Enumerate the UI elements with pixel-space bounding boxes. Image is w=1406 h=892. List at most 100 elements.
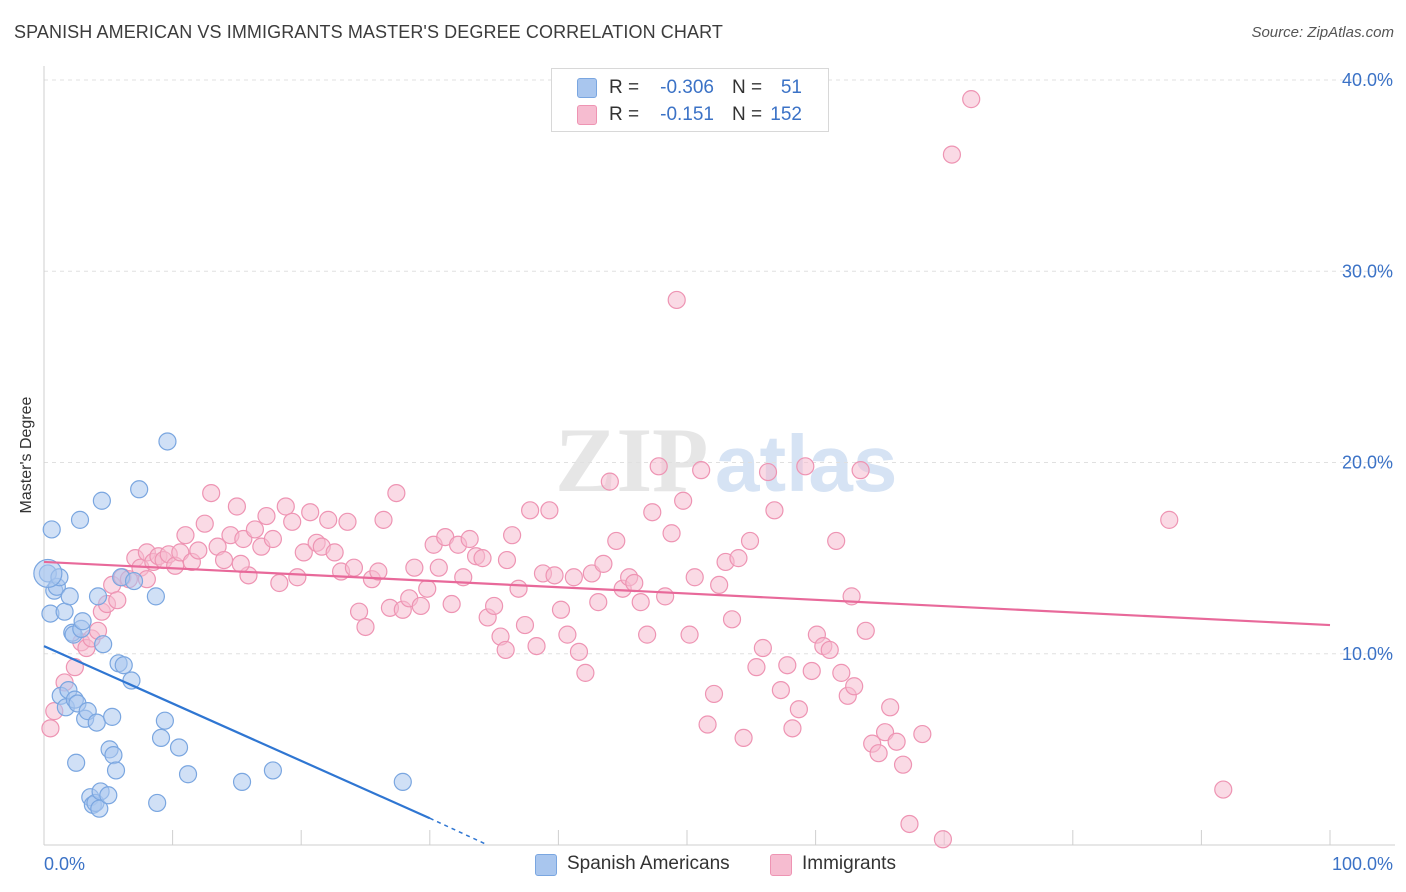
immigrants-point [551, 600, 571, 619]
immigrants-point [387, 484, 406, 503]
immigrants-point [856, 621, 875, 640]
immigrants-point [827, 531, 846, 551]
immigrants-point [176, 526, 195, 545]
spanish-americans-point [232, 772, 252, 791]
blue-swatch [577, 78, 597, 98]
immigrants-point [589, 593, 608, 612]
immigrants-point [740, 531, 760, 551]
immigrants-point [263, 529, 283, 549]
y-tick-label: 10.0% [1342, 644, 1393, 664]
immigrants-point [294, 543, 313, 562]
immigrants-point [600, 472, 619, 491]
immigrants-point [270, 573, 289, 593]
immigrants-point [783, 719, 802, 738]
immigrants-point [356, 617, 375, 637]
spanish-americans-point [158, 432, 177, 451]
blue-swatch [535, 854, 557, 876]
pink-swatch [577, 105, 597, 125]
spanish-americans-point [67, 753, 86, 772]
spanish-americans-point [393, 772, 412, 791]
immigrants-point [374, 510, 393, 529]
immigrants-point [65, 658, 84, 677]
immigrants-point [503, 526, 522, 545]
immigrants-point [485, 596, 504, 616]
y-tick-label: 30.0% [1342, 261, 1393, 281]
y-tick-label: 20.0% [1342, 453, 1393, 473]
immigrants-point [710, 575, 729, 595]
immigrants-point [851, 461, 870, 480]
immigrants-point [527, 636, 546, 656]
immigrants-point [41, 719, 60, 738]
spanish-americans-point [263, 761, 283, 780]
immigrants-point [202, 484, 221, 503]
immigrants-point [442, 594, 461, 614]
immigrants-point [496, 640, 515, 660]
spanish-americans-point [92, 491, 111, 510]
immigrants-point [698, 715, 717, 734]
spanish-americans-point [169, 738, 189, 757]
n-value: 51 [780, 77, 802, 98]
immigrants-point [189, 541, 208, 560]
spanish-americans-points [33, 432, 412, 818]
immigrants-point [108, 591, 127, 610]
spanish-americans-point [148, 793, 167, 813]
correlation-legend: R = -0.306 N = 51 R = -0.151 N = 152 [551, 68, 829, 132]
spanish-americans-point [124, 571, 144, 591]
immigrants-point [607, 531, 626, 551]
spanish-americans-point [155, 711, 174, 730]
immigrants-point [338, 512, 357, 531]
immigrants-point [747, 658, 766, 677]
immigrants-point [276, 497, 295, 516]
spanish-americans-point [94, 635, 113, 654]
n-label: N = [732, 77, 763, 98]
spanish-americans-point [178, 765, 198, 784]
tick-labels: 10.0% 20.0% 30.0% 40.0% 0.0% 100.0% [44, 70, 1393, 874]
r-value: -0.151 [660, 104, 714, 125]
immigrants-point [845, 677, 864, 696]
immigrants-point [643, 503, 662, 522]
immigrants-point [509, 579, 528, 598]
immigrants-point [832, 663, 851, 682]
spanish-americans-point-large [33, 558, 63, 589]
r-label: R = [609, 104, 640, 125]
chart-title: SPANISH AMERICAN VS IMMIGRANTS MASTER'S … [14, 22, 723, 42]
immigrants-point [411, 596, 430, 616]
immigrants-point [881, 698, 900, 717]
immigrants-point [540, 501, 559, 520]
immigrants-point [325, 543, 344, 562]
immigrants-point [369, 562, 388, 581]
immigrants-point [429, 558, 448, 577]
immigrants-point [704, 684, 724, 704]
immigrants-point [558, 625, 577, 644]
immigrants-point [319, 510, 338, 529]
pink-swatch [770, 854, 792, 876]
immigrants-point [802, 661, 821, 681]
immigrants-point [789, 700, 808, 719]
immigrants-point [564, 568, 583, 587]
immigrants-point [344, 558, 364, 577]
immigrants-point [796, 457, 815, 476]
spanish-americans-point [70, 510, 90, 529]
immigrants-trend-line [43, 560, 1331, 627]
immigrants-point [288, 568, 307, 587]
x-tick-label-max: 100.0% [1332, 854, 1393, 874]
immigrants-point [418, 579, 437, 598]
n-label: N = [732, 104, 763, 125]
immigrants-point [753, 638, 772, 658]
spanish-americans-point [87, 713, 106, 732]
immigrants-point [729, 549, 748, 568]
immigrants-point [887, 732, 906, 751]
immigrants-point [820, 640, 839, 660]
immigrants-point [1160, 510, 1179, 529]
immigrants-point [349, 602, 369, 621]
immigrants-point [758, 462, 778, 482]
immigrants-point [765, 501, 784, 520]
immigrants-point [674, 491, 693, 510]
immigrants-point [405, 558, 424, 577]
immigrants-point [545, 566, 564, 585]
immigrants-point [778, 656, 797, 675]
immigrants-point [460, 529, 479, 549]
immigrants-point [656, 587, 675, 606]
immigrants-point [942, 145, 962, 164]
